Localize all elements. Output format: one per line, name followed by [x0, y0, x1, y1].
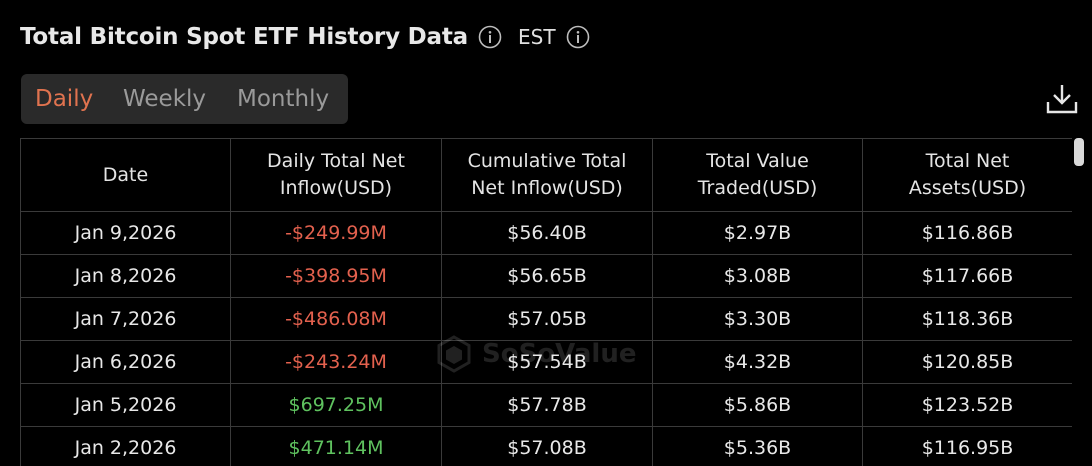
- cell-cumulative-net-inflow: $56.40B: [441, 211, 653, 255]
- cell-total-net-assets: $118.36B: [862, 297, 1072, 341]
- tab-weekly[interactable]: Weekly: [123, 86, 207, 112]
- cell-date: Jan 2,2026: [20, 426, 231, 466]
- cell-total-net-assets: $116.95B: [862, 426, 1072, 466]
- table-row: Jan 6,2026 -$243.24M $57.54B $4.32B $120…: [20, 340, 1072, 384]
- table-row: Jan 8,2026 -$398.95M $56.65B $3.08B $117…: [20, 254, 1072, 298]
- cell-daily-net-inflow: -$398.95M: [230, 254, 442, 298]
- timezone-label: EST: [518, 25, 556, 49]
- cell-date: Jan 6,2026: [20, 340, 231, 384]
- cell-date: Jan 5,2026: [20, 383, 231, 427]
- cell-daily-net-inflow: -$243.24M: [230, 340, 442, 384]
- vertical-scrollbar[interactable]: [1074, 138, 1084, 166]
- table-header-row: Date Daily Total Net Inflow(USD) Cumulati…: [20, 138, 1072, 212]
- cell-cumulative-net-inflow: $57.05B: [441, 297, 653, 341]
- table-row: Jan 5,2026 $697.25M $57.78B $5.86B $123.…: [20, 383, 1072, 427]
- cell-total-value-traded: $4.32B: [652, 340, 863, 384]
- download-icon[interactable]: [1044, 82, 1080, 116]
- cell-cumulative-net-inflow: $57.54B: [441, 340, 653, 384]
- cell-cumulative-net-inflow: $57.78B: [441, 383, 653, 427]
- history-table-container: Date Daily Total Net Inflow(USD) Cumulati…: [20, 138, 1072, 466]
- tab-daily[interactable]: Daily: [35, 86, 94, 112]
- cell-cumulative-net-inflow: $57.08B: [441, 426, 653, 466]
- cell-total-value-traded: $5.36B: [652, 426, 863, 466]
- info-icon[interactable]: [478, 25, 502, 49]
- tab-monthly[interactable]: Monthly: [237, 86, 330, 112]
- cell-total-value-traded: $5.86B: [652, 383, 863, 427]
- cell-total-net-assets: $123.52B: [862, 383, 1072, 427]
- cell-cumulative-net-inflow: $56.65B: [441, 254, 653, 298]
- cell-total-value-traded: $3.08B: [652, 254, 863, 298]
- table-row: Jan 7,2026 -$486.08M $57.05B $3.30B $118…: [20, 297, 1072, 341]
- col-header-total-value-traded[interactable]: Total Value Traded(USD): [652, 138, 863, 212]
- col-header-daily-net-inflow[interactable]: Daily Total Net Inflow(USD): [230, 138, 442, 212]
- cell-daily-net-inflow: -$486.08M: [230, 297, 442, 341]
- cell-total-value-traded: $3.30B: [652, 297, 863, 341]
- cell-daily-net-inflow: -$249.99M: [230, 211, 442, 255]
- page-title: Total Bitcoin Spot ETF History Data: [20, 24, 468, 50]
- cell-daily-net-inflow: $471.14M: [230, 426, 442, 466]
- cell-total-net-assets: $120.85B: [862, 340, 1072, 384]
- table-row: Jan 2,2026 $471.14M $57.08B $5.36B $116.…: [20, 426, 1072, 466]
- col-header-total-net-assets[interactable]: Total Net Assets(USD): [862, 138, 1072, 212]
- cell-total-net-assets: $116.86B: [862, 211, 1072, 255]
- cell-daily-net-inflow: $697.25M: [230, 383, 442, 427]
- history-table: Date Daily Total Net Inflow(USD) Cumulati…: [20, 138, 1072, 466]
- period-tabs: Daily Weekly Monthly: [21, 74, 348, 124]
- timezone-info-icon[interactable]: [566, 25, 590, 49]
- col-header-cumulative-net-inflow[interactable]: Cumulative Total Net Inflow(USD): [441, 138, 653, 212]
- cell-date: Jan 9,2026: [20, 211, 231, 255]
- header: Total Bitcoin Spot ETF History Data EST: [20, 20, 590, 54]
- cell-date: Jan 7,2026: [20, 297, 231, 341]
- cell-total-value-traded: $2.97B: [652, 211, 863, 255]
- col-header-date[interactable]: Date: [20, 138, 231, 212]
- table-row: Jan 9,2026 -$249.99M $56.40B $2.97B $116…: [20, 211, 1072, 255]
- cell-date: Jan 8,2026: [20, 254, 231, 298]
- cell-total-net-assets: $117.66B: [862, 254, 1072, 298]
